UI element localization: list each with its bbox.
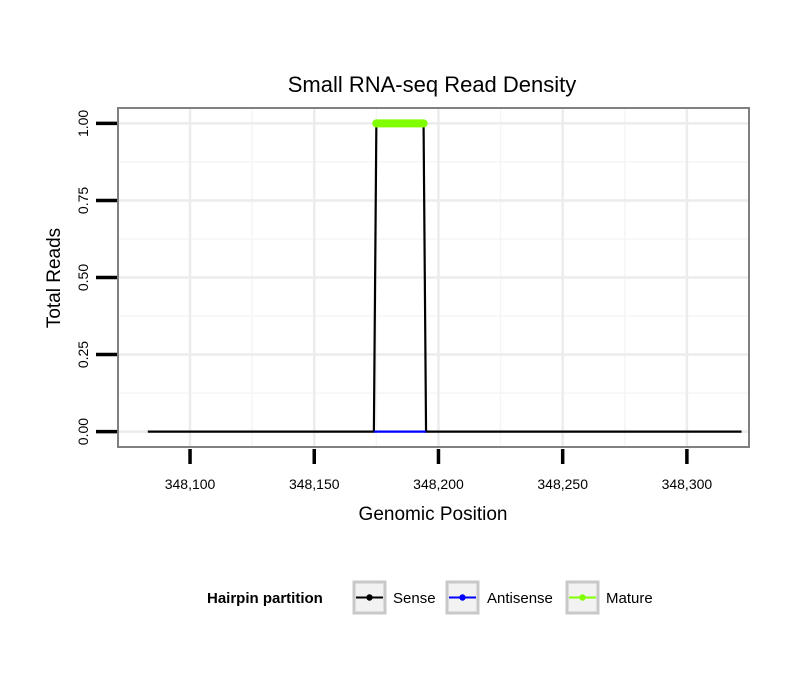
legend-title: Hairpin partition [207, 590, 323, 607]
y-tick-label: 0.00 [75, 418, 91, 445]
legend: Hairpin partition Sense Antisense Mature [207, 580, 653, 615]
legend-label: Sense [393, 590, 436, 607]
chart-title: Small RNA-seq Read Density [288, 72, 577, 97]
y-tick-label: 0.75 [75, 187, 91, 214]
y-tick-label: 1.00 [75, 110, 91, 137]
x-tick-label: 348,300 [662, 476, 713, 492]
y-tick-label: 0.25 [75, 341, 91, 368]
legend-label: Antisense [487, 590, 553, 607]
data-point-mature [419, 119, 428, 128]
legend-key-point [459, 594, 466, 601]
x-tick-label: 348,200 [413, 476, 464, 492]
y-tick-label: 0.50 [75, 264, 91, 291]
plot-border [117, 107, 750, 448]
data-point-mature [372, 119, 381, 128]
x-axis-label: Genomic Position [359, 504, 508, 525]
legend-key-point [579, 594, 586, 601]
x-tick-label: 348,100 [165, 476, 216, 492]
y-axis-label: Total Reads [44, 228, 65, 328]
legend-entry-mature: Mature [565, 580, 653, 615]
legend-entry-sense: Sense [352, 580, 436, 615]
x-tick-label: 348,150 [289, 476, 340, 492]
legend-label: Mature [606, 590, 653, 607]
legend-key-point [366, 594, 373, 601]
legend-entry-antisense: Antisense [445, 580, 553, 615]
x-tick-label: 348,250 [537, 476, 588, 492]
